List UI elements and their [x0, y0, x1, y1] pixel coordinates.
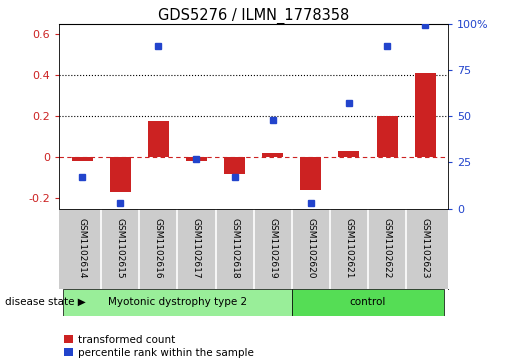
Bar [415, 73, 436, 157]
Text: GSM1102615: GSM1102615 [116, 218, 125, 279]
Bar [338, 151, 359, 157]
Legend: transformed count, percentile rank within the sample: transformed count, percentile rank withi… [64, 335, 254, 358]
Bar [224, 157, 245, 174]
Text: GSM1102623: GSM1102623 [421, 218, 430, 279]
Text: GSM1102614: GSM1102614 [78, 218, 87, 279]
Bar [376, 116, 398, 157]
Text: GSM1102621: GSM1102621 [345, 218, 353, 279]
Text: GSM1102617: GSM1102617 [192, 218, 201, 279]
Bar [148, 121, 169, 157]
Text: GSM1102619: GSM1102619 [268, 218, 277, 279]
Text: Myotonic dystrophy type 2: Myotonic dystrophy type 2 [108, 297, 247, 307]
Text: GSM1102618: GSM1102618 [230, 218, 239, 279]
Bar [292, 289, 444, 316]
Text: disease state ▶: disease state ▶ [5, 297, 86, 307]
Text: GSM1102616: GSM1102616 [154, 218, 163, 279]
Bar [186, 157, 207, 162]
Text: GSM1102622: GSM1102622 [383, 218, 391, 279]
Bar [262, 153, 283, 157]
Bar [72, 157, 93, 162]
Text: GSM1102620: GSM1102620 [306, 218, 315, 279]
Bar [300, 157, 321, 190]
Title: GDS5276 / ILMN_1778358: GDS5276 / ILMN_1778358 [158, 7, 349, 24]
Bar [63, 289, 292, 316]
Bar [110, 157, 131, 192]
Text: control: control [350, 297, 386, 307]
